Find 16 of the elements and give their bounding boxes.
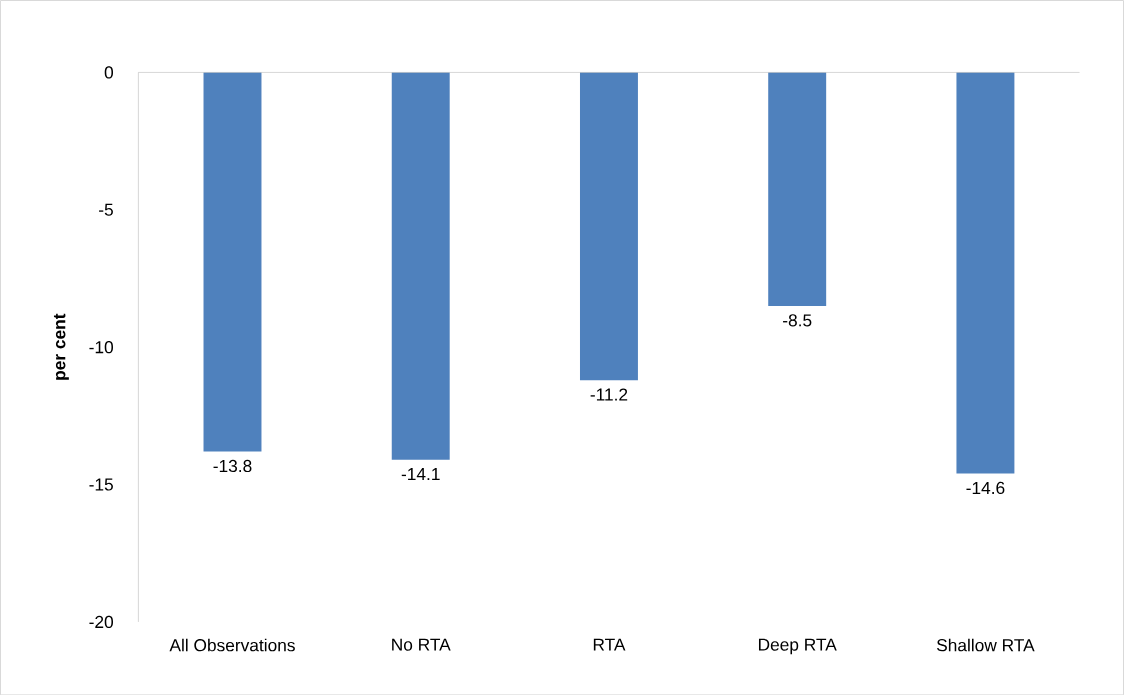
data-label: -8.5 — [783, 314, 812, 327]
data-label: -11.2 — [590, 388, 628, 401]
x-tick-label: RTA — [593, 638, 626, 651]
data-label: -14.6 — [966, 481, 1005, 494]
x-tick-label: All Observations — [169, 638, 295, 652]
data-label: -14.1 — [401, 467, 440, 480]
data-label: -13.8 — [213, 459, 252, 472]
y-tick-label: 0 — [104, 66, 114, 79]
x-tick-label: No RTA — [392, 638, 451, 651]
x-tick-label: Deep RTA — [758, 638, 837, 654]
x-tick-label: Shallow RTA — [936, 638, 1035, 652]
y-tick-label: -5 — [99, 203, 113, 216]
y-tick-label: -20 — [89, 615, 114, 628]
y-tick-label: -15 — [89, 478, 113, 491]
y-tick-label: -10 — [89, 340, 114, 354]
y-axis-title: per cent — [53, 313, 69, 380]
